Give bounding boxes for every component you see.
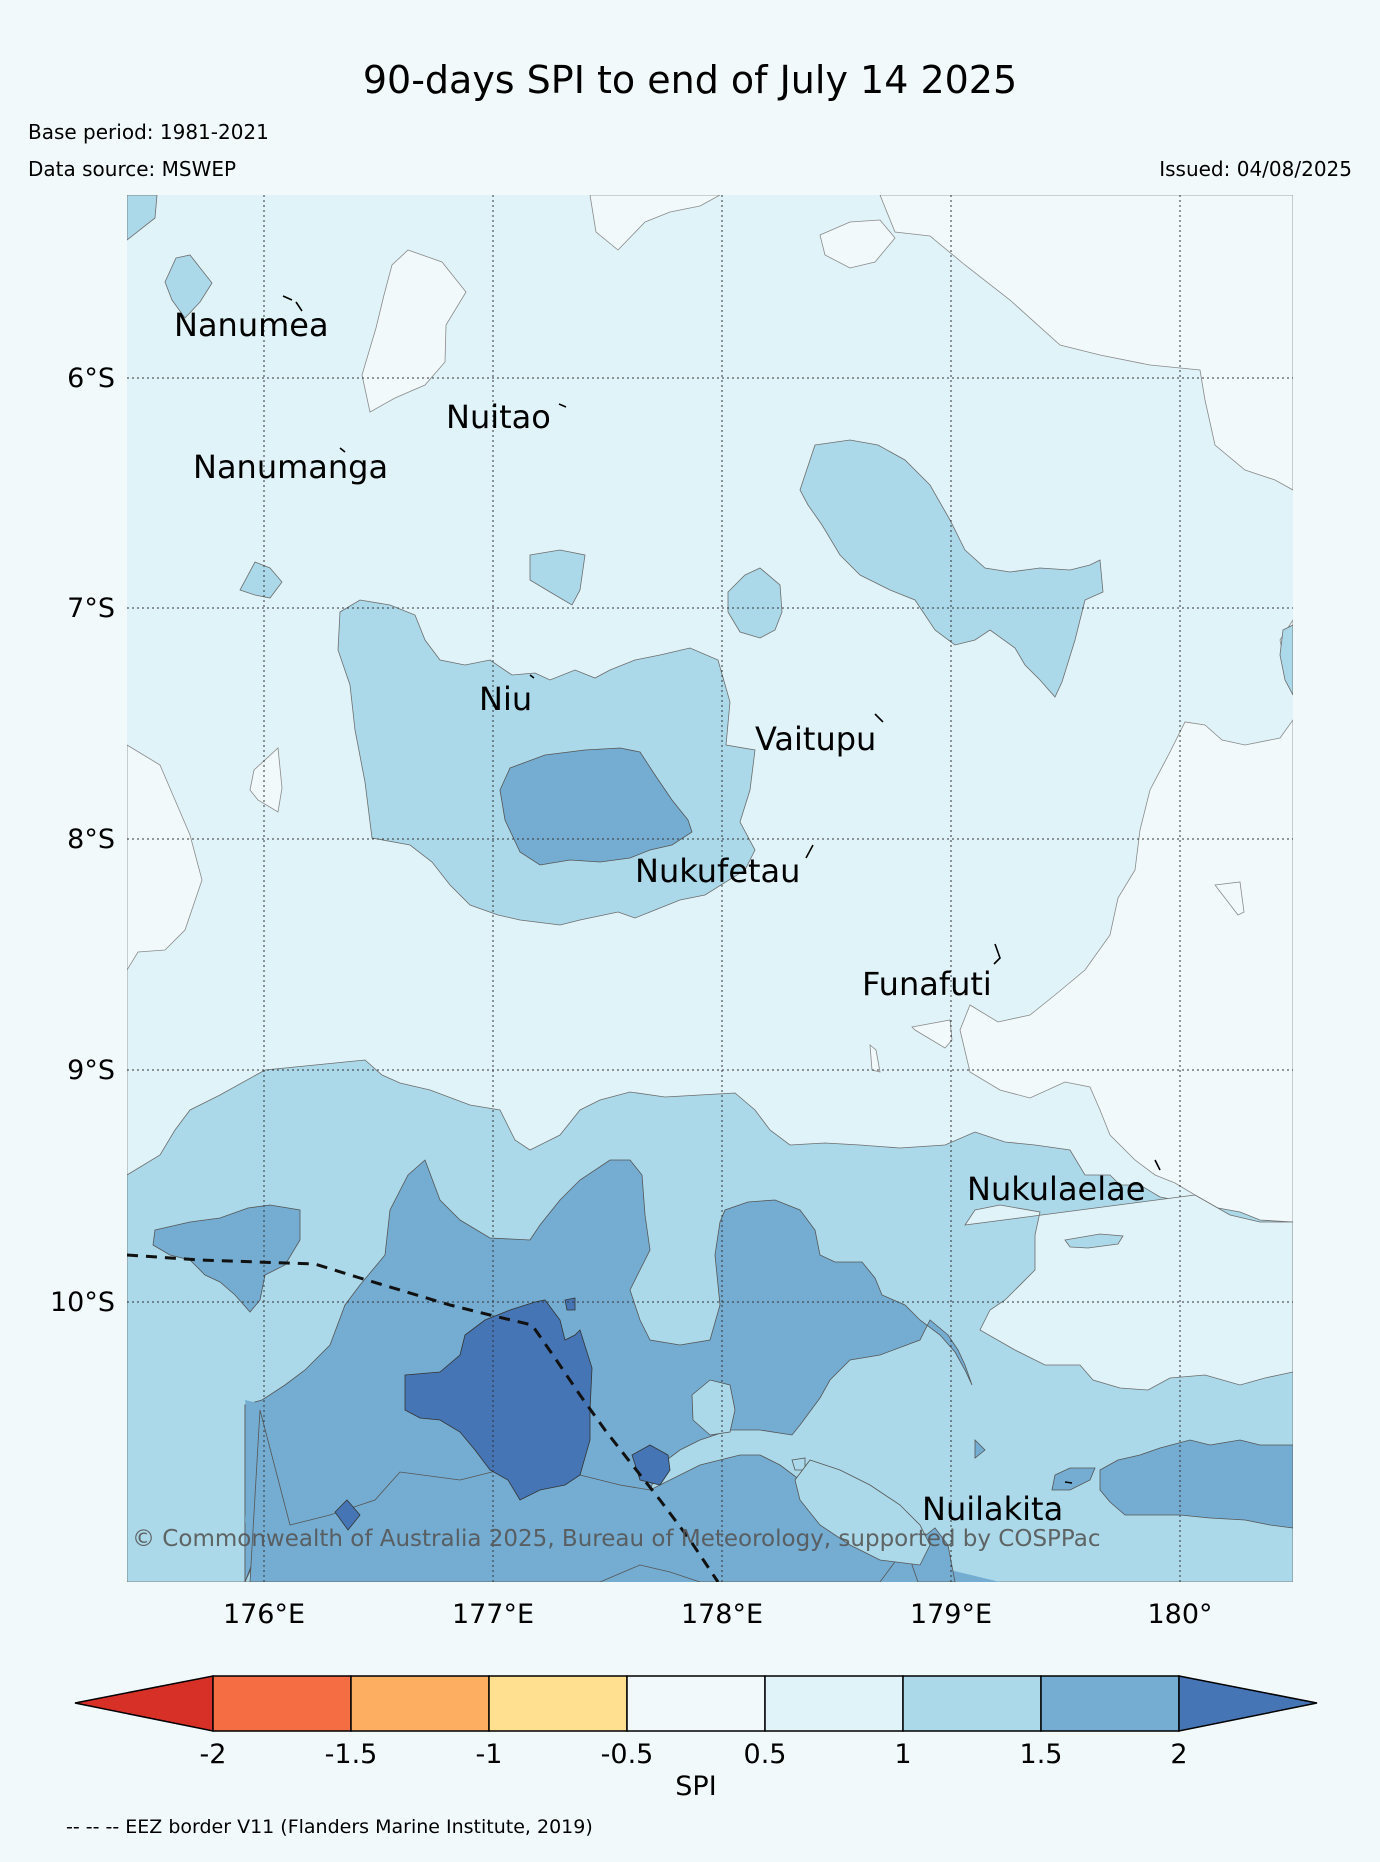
map-panel: Nanumea Nuitao Nanumanga Niu Vaitupu Nuk… <box>127 195 1293 1582</box>
island-label-vaitupu: Vaitupu <box>755 720 876 758</box>
colorbar-tick-label: -2 <box>200 1739 227 1770</box>
lon-label-179e: 179°E <box>910 1599 992 1630</box>
colorbar-segment-above-2 <box>1178 1675 1318 1732</box>
colorbar-tick-label: -1 <box>476 1739 503 1770</box>
lon-label-177e: 177°E <box>452 1599 534 1630</box>
spi-band-1-1.5-hole <box>691 1379 931 1566</box>
spi-band-0.5-1-south <box>964 1194 1293 1391</box>
lon-label-178e: 178°E <box>681 1599 763 1630</box>
lon-label-176e: 176°E <box>223 1599 305 1630</box>
island-label-funafuti: Funafuti <box>862 965 992 1003</box>
island-label-nukufetau: Nukufetau <box>635 852 800 890</box>
nukulaelae-island-shape <box>1154 1159 1161 1171</box>
colorbar-segment-minus2-minus1.5 <box>212 1675 352 1732</box>
nuitao-island-shape <box>558 403 567 408</box>
spi-band-near-normal <box>127 195 1293 1582</box>
island-label-niu: Niu <box>479 680 532 718</box>
data-source-text: Data source: MSWEP <box>28 157 237 181</box>
colorbar-tick-label: -1.5 <box>325 1739 378 1770</box>
nanumanga-island-shape <box>339 447 346 453</box>
colorbar-tick-label: 0.5 <box>744 1739 787 1770</box>
island-label-nuilakita: Nuilakita <box>922 1490 1063 1528</box>
lat-label-6s: 6°S <box>67 363 115 394</box>
lon-label-180: 180° <box>1147 1599 1212 1630</box>
island-label-nanumea: Nanumea <box>174 306 329 344</box>
colorbar-segment-1-1.5 <box>902 1675 1042 1732</box>
colorbar-title: SPI <box>675 1771 716 1802</box>
island-label-nukulaelae: Nukulaelae <box>967 1170 1145 1208</box>
graticule <box>127 195 1293 1582</box>
lat-label-7s: 7°S <box>67 593 115 624</box>
colorbar-segment-below-minus2 <box>74 1675 214 1732</box>
nanumea-island-shape <box>282 295 303 312</box>
eez-border <box>127 1253 720 1582</box>
lat-label-10s: 10°S <box>50 1287 115 1318</box>
spi-band-1.5-2 <box>152 747 1293 1582</box>
colorbar-segment-1.5-2 <box>1040 1675 1180 1732</box>
nuilakita-island-shape <box>1064 1481 1073 1484</box>
copyright-watermark: © Commonwealth of Australia 2025, Bureau… <box>132 1526 1101 1552</box>
colorbar-tick-label: -0.5 <box>601 1739 654 1770</box>
lat-label-8s: 8°S <box>67 824 115 855</box>
colorbar <box>74 1675 1318 1732</box>
lat-label-9s: 9°S <box>67 1055 115 1086</box>
island-label-nuitao: Nuitao <box>446 398 551 436</box>
eez-footnote: -- -- -- EEZ border V11 (Flanders Marine… <box>66 1816 593 1838</box>
page-title: 90-days SPI to end of July 14 2025 <box>362 58 1018 102</box>
colorbar-tick-label: 1 <box>894 1739 911 1770</box>
island-label-nanumanga: Nanumanga <box>193 448 388 486</box>
colorbar-segment-0.5-1 <box>764 1675 904 1732</box>
niu-island-shape <box>529 674 535 679</box>
colorbar-segment-minus0.5-0.5 <box>626 1675 766 1732</box>
issued-date-text: Issued: 04/08/2025 <box>1159 157 1352 181</box>
island-outlines <box>282 295 1161 1484</box>
colorbar-segment-minus1.5-minus1 <box>350 1675 490 1732</box>
colorbar-segment-minus1-minus0.5 <box>488 1675 628 1732</box>
base-period-text: Base period: 1981-2021 <box>28 120 269 144</box>
vaitupu-island-shape <box>874 713 884 723</box>
nukufetau-island-shape <box>805 844 814 859</box>
colorbar-tick-label: 2 <box>1170 1739 1187 1770</box>
colorbar-tick-label: 1.5 <box>1020 1739 1063 1770</box>
funafuti-island-shape <box>993 943 1001 965</box>
